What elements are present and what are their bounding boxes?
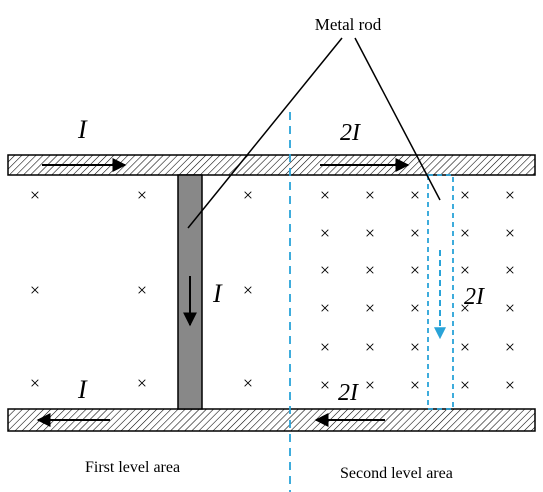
current-bottom-right: 2I — [338, 380, 359, 406]
field-cross-mark: × — [365, 298, 375, 318]
field-cross-mark: × — [365, 223, 375, 243]
field-cross-mark: × — [505, 223, 515, 243]
field-cross-mark: × — [410, 260, 420, 280]
metal-rod — [177, 174, 203, 410]
field-cross-mark: × — [320, 260, 330, 280]
first-area-label: First level area — [85, 459, 180, 476]
field-cross-mark: × — [30, 280, 40, 300]
field-cross-mark: × — [137, 373, 147, 393]
metal-rod-label: Metal rod — [315, 15, 382, 34]
field-cross-mark: × — [410, 375, 420, 395]
field-cross-mark: × — [505, 375, 515, 395]
field-cross-mark: × — [460, 223, 470, 243]
field-cross-mark: × — [365, 260, 375, 280]
magnetic-field-marks: × × × × × × × × × × × × × × × × × × × × × × × × × × × × × × × × × × × × × × × — [30, 185, 515, 395]
field-cross-mark: × — [30, 185, 40, 205]
field-cross-mark: × — [365, 185, 375, 205]
field-cross-mark: × — [365, 375, 375, 395]
field-cross-mark: × — [505, 260, 515, 280]
field-cross-mark: × — [320, 298, 330, 318]
field-cross-mark: × — [320, 337, 330, 357]
field-cross-mark: × — [410, 298, 420, 318]
label-pointer-1 — [187, 37, 343, 229]
field-cross-mark: × — [460, 337, 470, 357]
field-cross-mark: × — [505, 185, 515, 205]
current-rod-right: 2I — [464, 284, 485, 310]
field-cross-mark: × — [243, 185, 253, 205]
field-cross-mark: × — [460, 185, 470, 205]
dashed-rod-outline — [427, 174, 454, 410]
current-bottom-left: I — [77, 375, 88, 404]
bottom-rail — [7, 408, 536, 432]
field-cross-mark: × — [137, 185, 147, 205]
field-cross-mark: × — [505, 298, 515, 318]
current-top-right: 2I — [340, 120, 361, 146]
field-cross-mark: × — [460, 298, 470, 318]
current-rod-left: I — [212, 279, 223, 308]
field-cross-mark: × — [460, 260, 470, 280]
current-top-left: I — [77, 115, 88, 144]
field-cross-mark: × — [410, 337, 420, 357]
field-cross-mark: × — [320, 185, 330, 205]
field-cross-mark: × — [243, 280, 253, 300]
field-cross-mark: × — [410, 185, 420, 205]
field-cross-mark: × — [410, 223, 420, 243]
field-cross-mark: × — [505, 337, 515, 357]
field-cross-mark: × — [365, 337, 375, 357]
field-cross-mark: × — [320, 375, 330, 395]
field-cross-mark: × — [243, 373, 253, 393]
field-cross-mark: × — [320, 223, 330, 243]
label-pointer-2 — [354, 37, 441, 201]
second-area-label: Second level area — [340, 465, 453, 482]
field-cross-mark: × — [137, 280, 147, 300]
field-cross-mark: × — [460, 375, 470, 395]
field-cross-mark: × — [30, 373, 40, 393]
